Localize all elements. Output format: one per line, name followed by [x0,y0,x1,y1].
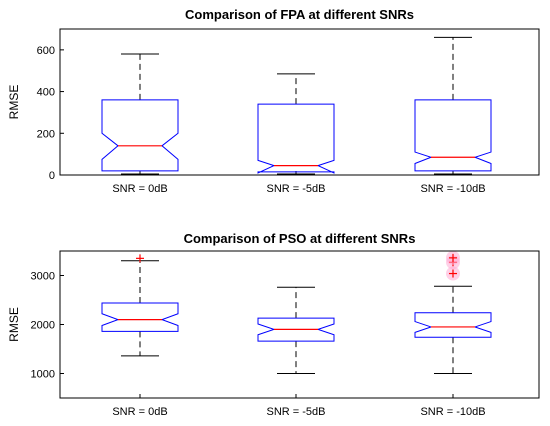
pso-box-1 [102,303,178,331]
fpa-y-axis-label: RMSE [7,85,21,120]
fpa-axes-frame [60,29,539,175]
fpa-y-tick-label: 200 [37,128,55,140]
fpa-x-tick-label: SNR = 0dB [112,183,167,195]
pso-x-tick-label: SNR = 0dB [112,406,167,418]
fpa-y-tick-label: 600 [37,45,55,57]
pso-x-tick-label: SNR = -10dB [420,406,485,418]
pso-y-tick-label: 1000 [31,369,55,381]
pso-chart-title: Comparison of PSO at different SNRs [184,231,416,246]
fpa-x-tick-label: SNR = -5dB [267,183,326,195]
fpa-box-1 [102,100,178,171]
pso-y-tick-label: 3000 [31,271,55,283]
fpa-y-tick-label: 0 [49,170,55,182]
pso-box-3 [415,313,491,338]
fpa-x-tick-label: SNR = -10dB [420,183,485,195]
pso-y-tick-label: 2000 [31,320,55,332]
fpa-chart-title: Comparison of FPA at different SNRs [185,7,414,22]
fpa-box-3 [415,100,491,171]
pso-boxplot-panel: Comparison of PSO at different SNRs RMSE 1… [7,231,539,418]
fpa-boxplot-panel: Comparison of FPA at different SNRs RMSE 0… [7,7,539,195]
fpa-box-2 [258,104,334,173]
pso-axes-frame [60,251,539,398]
fpa-y-tick-label: 400 [37,87,55,99]
pso-y-axis-label: RMSE [7,307,21,342]
pso-x-tick-label: SNR = -5dB [267,406,326,418]
